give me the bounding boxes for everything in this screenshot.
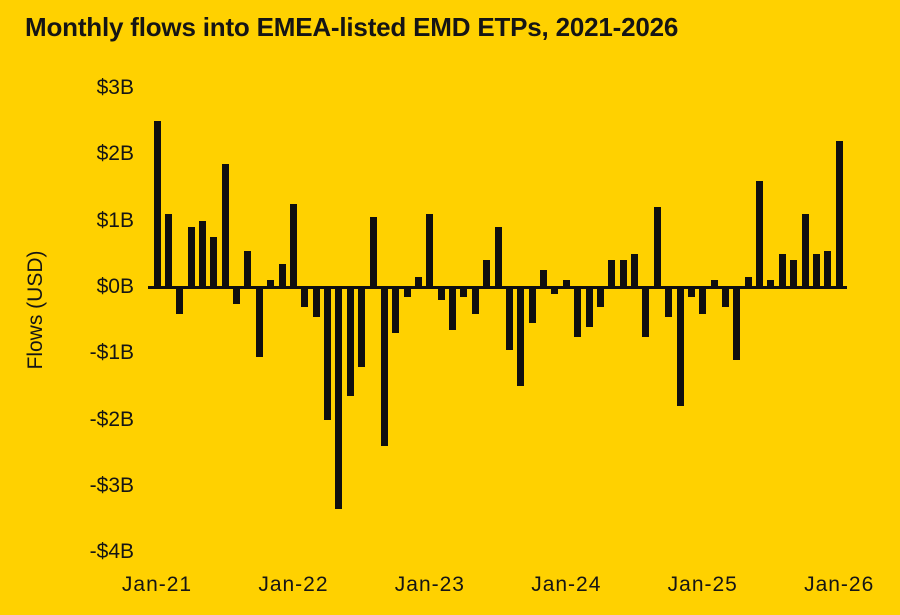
bar	[631, 253, 639, 287]
bar	[369, 217, 377, 287]
bar	[619, 260, 627, 287]
bar	[494, 227, 502, 287]
bar	[437, 287, 445, 301]
bar	[699, 287, 707, 314]
bar	[392, 287, 400, 334]
x-tick-label: Jan-23	[394, 573, 465, 596]
bar	[289, 204, 297, 287]
bar	[255, 287, 263, 357]
bar	[221, 164, 229, 287]
bar	[778, 253, 786, 287]
bar	[767, 280, 775, 287]
bar	[358, 287, 366, 367]
bar	[471, 287, 479, 314]
bar	[517, 287, 525, 387]
bar	[676, 287, 684, 407]
y-tick-label: -$3B	[89, 473, 134, 497]
y-tick-label: -$4B	[89, 540, 134, 564]
y-tick-label: $0B	[96, 275, 134, 298]
bar	[642, 287, 650, 337]
bar	[756, 180, 764, 287]
bar	[187, 227, 195, 287]
y-tick-label: $2B	[96, 142, 134, 166]
bar	[346, 287, 354, 397]
bar	[460, 287, 468, 297]
x-tick-label: Jan-25	[667, 573, 738, 596]
y-axis-title: Flows (USD)	[24, 250, 47, 370]
chart-title: Monthly flows into EMEA-listed EMD ETPs,…	[25, 12, 679, 42]
bar	[574, 287, 582, 337]
bar	[483, 260, 491, 287]
bar	[301, 287, 309, 307]
x-tick-label: Jan-21	[121, 573, 193, 596]
x-tick-label: Jan-22	[258, 573, 329, 596]
bar	[665, 287, 673, 317]
bar	[710, 280, 718, 287]
y-tick-label: -$1B	[89, 341, 134, 365]
bar	[562, 280, 570, 287]
bar	[540, 270, 548, 287]
bar	[210, 237, 218, 287]
bar	[812, 253, 820, 287]
x-tick-label: Jan-24	[531, 573, 602, 596]
y-tick-label: $3B	[96, 76, 134, 99]
bar	[608, 260, 616, 287]
bar	[415, 277, 422, 287]
bar	[244, 250, 252, 287]
y-tick-label: $1B	[96, 208, 134, 232]
bar	[324, 287, 332, 420]
bar	[722, 287, 729, 307]
bar	[596, 287, 604, 307]
bar	[176, 287, 184, 314]
bar	[551, 287, 559, 294]
bar	[585, 287, 593, 327]
bar	[790, 260, 798, 287]
bar	[449, 287, 457, 331]
bar	[267, 280, 275, 287]
bar	[233, 287, 241, 304]
bar	[801, 214, 809, 287]
bar	[426, 214, 434, 287]
bar	[687, 287, 695, 297]
bar	[403, 287, 411, 297]
x-tick-label: Jan-26	[804, 573, 875, 596]
bar	[198, 220, 206, 287]
bar	[733, 287, 741, 360]
bar	[380, 287, 388, 447]
bar	[153, 121, 161, 287]
y-tick-label: -$2B	[89, 407, 134, 431]
bar	[278, 263, 286, 287]
bar	[505, 287, 513, 350]
bar	[824, 250, 832, 287]
zero-axis-line	[148, 285, 847, 289]
bar	[312, 287, 320, 317]
bar	[164, 214, 172, 287]
bar	[335, 287, 343, 510]
bar	[653, 207, 661, 287]
bar	[835, 141, 843, 287]
bar	[528, 287, 536, 324]
bar	[744, 277, 752, 287]
